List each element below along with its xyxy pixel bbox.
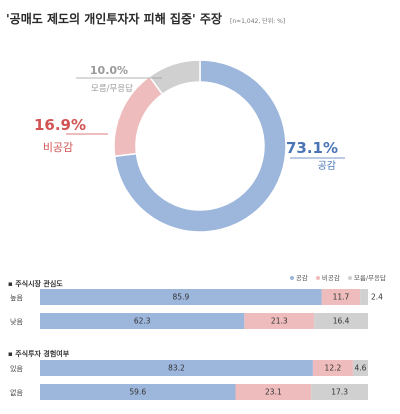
donut-slice-agree	[113, 59, 287, 233]
bar-value-label-disagree: 21.3	[271, 317, 288, 326]
bar-value-label-unknown: 16.4	[333, 317, 350, 326]
bar-value-label-agree: 62.3	[134, 317, 151, 326]
legend-dot-disagree	[315, 276, 320, 280]
section-title-interest-text: 주식시장 관심도	[15, 280, 63, 288]
bar-segment-unknown	[311, 384, 368, 400]
value-label-agree: 73.1%	[286, 139, 338, 157]
legend-dot-unknown	[347, 276, 352, 280]
row-label-high: 높음	[10, 294, 23, 302]
donut-chart: 73.1% 공감 16.9% 비공감 10.0% 모름/무응답	[34, 59, 345, 233]
bar-value-label-disagree: 12.2	[325, 364, 342, 373]
bar-segment-agree	[40, 360, 313, 376]
legend-label-agree: 공감	[295, 274, 308, 282]
legend-item-agree: 공감	[289, 274, 308, 282]
row-label-no: 없음	[10, 389, 23, 397]
category-label-disagree: 비공감	[43, 141, 73, 154]
title-row: '공매도 제도의 개인투자자 피해 집중' 주장 [n=1,042, 단위: %…	[6, 8, 285, 27]
bar-segment-unknown	[314, 313, 368, 329]
bar-value-label-agree: 59.6	[129, 388, 146, 397]
bar-value-label-disagree: 11.7	[333, 293, 350, 302]
bar-segment-agree	[40, 313, 245, 329]
bar-legend: 공감 비공감 모름/무응답	[284, 272, 386, 282]
bar-segment-agree	[40, 384, 236, 400]
bar-segment-unknown	[360, 289, 368, 305]
legend-label-unknown: 모름/무응답	[353, 274, 386, 282]
section-title-interest: ▪ 주식시장 관심도	[8, 280, 63, 288]
chart-subtitle: [n=1,042, 단위: %]	[230, 18, 286, 25]
bar-segment-disagree	[235, 384, 312, 400]
donut-slice-unknown	[148, 59, 201, 96]
bar-segment-disagree	[244, 313, 315, 329]
category-label-agree: 공감	[318, 160, 336, 172]
bar-value-label-agree: 83.2	[168, 364, 185, 373]
chart-title: '공매도 제도의 개인투자자 피해 집중' 주장	[6, 12, 222, 26]
legend-label-disagree: 비공감	[321, 274, 340, 282]
legend-dot-agree	[289, 276, 294, 280]
row-label-low: 낮음	[10, 318, 23, 326]
bar-segment-disagree	[321, 289, 361, 305]
row-label-yes: 있음	[10, 365, 23, 373]
category-label-unknown: 모름/무응답	[91, 83, 133, 94]
legend-item-unknown: 모름/무응답	[347, 274, 386, 282]
bar-value-label-unknown: 2.4	[371, 293, 383, 302]
section-title-experience: ▪ 주식투자 경험여부	[8, 350, 70, 358]
bar-value-label-unknown: 17.3	[331, 388, 348, 397]
bar-segment-agree	[40, 289, 322, 305]
bar-value-label-agree: 85.9	[173, 293, 190, 302]
bar-value-label-disagree: 23.1	[265, 388, 282, 397]
value-label-unknown: 10.0%	[90, 64, 128, 77]
bar-value-label-unknown: 4.6	[354, 364, 366, 373]
section-title-experience-text: 주식투자 경험여부	[15, 350, 70, 358]
bar-segment-unknown	[352, 360, 368, 376]
value-label-disagree: 16.9%	[34, 116, 86, 134]
bar-segment-disagree	[312, 360, 353, 376]
legend-item-disagree: 비공감	[315, 274, 340, 282]
